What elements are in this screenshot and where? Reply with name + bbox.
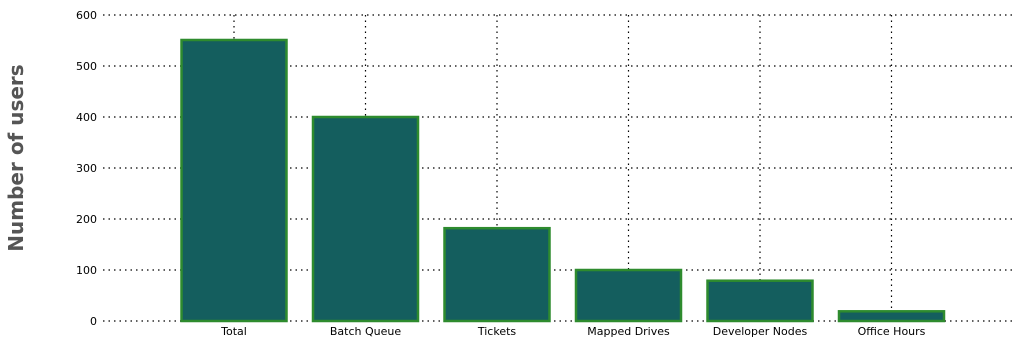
x-tick-label: Developer Nodes [713,325,808,338]
bars [180,38,946,323]
x-tick-label: Batch Queue [330,325,401,338]
bar-mapped-drives [574,268,683,323]
y-tick-label: 200 [76,213,97,226]
y-tick-label: 0 [90,315,97,328]
y-tick-label: 100 [76,264,97,277]
x-tick-label: Tickets [477,325,517,338]
bar-batch-queue [311,115,420,323]
x-tick-label: Mapped Drives [587,325,670,338]
y-tick-label: 300 [76,162,97,175]
y-tick-label: 500 [76,60,97,73]
bar-developer-nodes [706,279,814,323]
x-tick-label: Office Hours [858,325,926,338]
y-tick-label: 400 [76,111,97,124]
x-tick-labels: Total Batch Queue Tickets Mapped Drives Deve… [220,325,926,338]
bar-tickets [443,226,551,323]
y-axis-label: Number of users [4,64,28,251]
bar-total [180,38,288,323]
y-tick-label: 600 [76,9,97,22]
bar-office-hours [837,310,946,323]
x-tick-label: Total [220,325,247,338]
y-tick-labels: 0 100 200 300 400 500 600 [76,9,97,328]
